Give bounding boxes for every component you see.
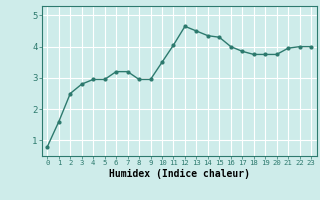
- X-axis label: Humidex (Indice chaleur): Humidex (Indice chaleur): [109, 169, 250, 179]
